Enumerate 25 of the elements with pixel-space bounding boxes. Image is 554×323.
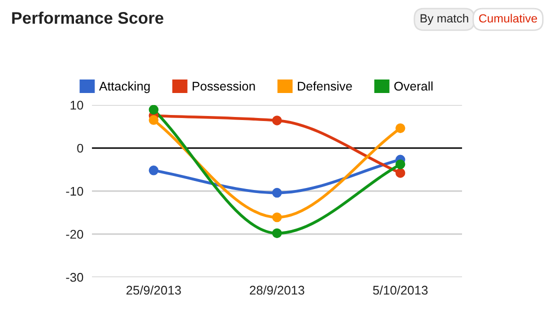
point (395, 168, 406, 178)
legend-label: Overall (394, 81, 432, 91)
point (148, 115, 159, 125)
legend-label: Possession (192, 81, 255, 91)
text: Cumulative (479, 14, 538, 23)
legend-label: Attacking (99, 81, 150, 94)
legend-label: Defensive (298, 81, 352, 91)
point (272, 212, 282, 222)
text: By match (420, 14, 468, 25)
x-tick-label: 25/9/2013 (126, 285, 181, 295)
y-tick-label: 0 (77, 144, 84, 153)
point (272, 116, 282, 126)
x-tick-label: 5/10/2013 (373, 285, 428, 295)
point (272, 188, 282, 198)
point (395, 160, 406, 170)
x-tick-label: 28/9/2013 (250, 285, 304, 295)
point (148, 166, 159, 176)
point (272, 228, 282, 238)
y-tick-label: -30 (66, 272, 84, 282)
y-tick-label: 10 (70, 100, 84, 110)
point (395, 123, 406, 134)
y-tick-label: -20 (66, 230, 84, 239)
chart-title: Performance Score (12, 12, 164, 24)
point (148, 104, 159, 115)
y-tick-label: -10 (66, 186, 84, 196)
